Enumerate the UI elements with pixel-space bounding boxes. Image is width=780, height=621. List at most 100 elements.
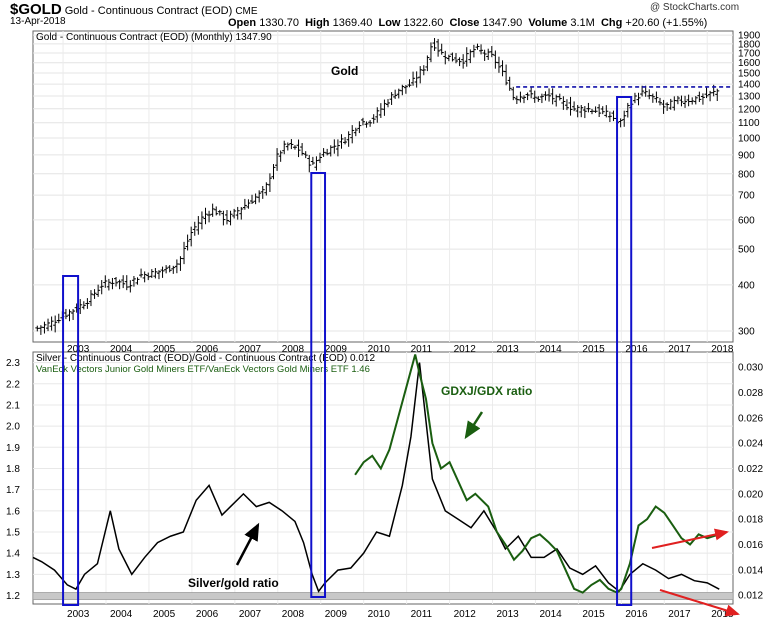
gold-y-tick: 800 [738,169,755,180]
silver-gold-ratio-line [32,362,720,593]
gold-y-tick: 1200 [738,104,761,115]
ratio-y-tick-left: 1.7 [6,485,20,496]
gold-y-tick: 1300 [738,91,761,102]
open-label: Open [228,17,257,29]
red-arrow-down [659,589,740,617]
gdxj-ratio-arrow [464,411,484,440]
ratio-x-tick: 2012 [454,609,477,620]
low-value: 1322.60 [403,17,444,29]
gdxj-gdx-ratio-line [354,354,720,594]
silver-gold-annotation: Silver/gold ratio [188,576,279,590]
gold-x-tick: 2008 [282,344,305,355]
ratio-y-tick-right: 0.012 [738,591,763,602]
ratio-y-tick-right: 0.022 [738,464,763,475]
header-row-1: $GOLD Gold - Continuous Contract (EOD) C… [10,1,258,18]
highlight-box [616,96,633,606]
gold-x-tick: 2012 [454,344,477,355]
ratio-x-tick: 2005 [153,609,176,620]
gold-y-tick: 1800 [738,39,761,50]
volume-label: Volume [528,17,568,29]
panel-top-frame [32,30,734,343]
ratio-y-tick-right: 0.018 [738,515,763,526]
ratio-y-tick-right: 0.030 [738,363,763,374]
ratio-x-tick: 2004 [110,609,133,620]
ratio-y-tick-left: 2.3 [6,358,20,369]
gold-x-tick: 2016 [625,344,648,355]
gold-x-tick: 2011 [411,344,433,355]
gold-x-tick: 2004 [110,344,133,355]
gold-x-tick: 2010 [368,344,391,355]
ratio-x-tick: 2003 [67,609,90,620]
ratio-y-tick-right: 0.020 [738,489,763,500]
gold-x-tick: 2017 [668,344,691,355]
highlight-box [62,275,80,606]
gold-panel-title: Gold - Continuous Contract (EOD) (Monthl… [36,32,272,43]
gold-x-tick: 2007 [239,344,262,355]
gold-y-tick: 1400 [738,80,761,91]
gold-x-tick: 2014 [539,344,562,355]
chg-label: Chg [600,17,623,29]
chg-value: +20.60 (+1.55%) [625,17,708,29]
high-value: 1369.40 [332,17,373,29]
exchange: CME [235,6,258,17]
gold-x-tick: 2006 [196,344,219,355]
ratio-y-tick-left: 1.5 [6,528,20,539]
ratio-y-tick-right: 0.024 [738,439,763,450]
support-band [32,592,734,601]
gold-y-tick: 1000 [738,134,761,145]
close-value: 1347.90 [482,17,523,29]
header-date: 13-Apr-2018 [10,16,66,27]
ratio-y-tick-left: 1.3 [6,570,20,581]
watermark: @ StockCharts.com [650,2,740,13]
ratio-x-tick: 2006 [196,609,219,620]
ratio-y-tick-left: 1.9 [6,443,20,454]
ratio-y-tick-right: 0.014 [738,565,763,576]
ratio-y-tick-left: 1.2 [6,591,20,602]
ratio-x-tick: 2008 [282,609,305,620]
gdxj-gdx-title: VanEck Vectors Junior Gold Miners ETF/Va… [36,364,370,375]
ratio-x-tick: 2011 [411,609,433,620]
gold-y-tick: 700 [738,191,755,202]
gold-x-tick: 2018 [711,344,734,355]
symbol: $GOLD [10,1,62,18]
gold-y-tick: 300 [738,326,755,337]
gold-x-tick: 2005 [153,344,176,355]
gold-y-tick: 1600 [738,58,761,69]
gold-annotation: Gold [331,64,358,78]
low-label: Low [378,17,401,29]
ratio-y-tick-left: 2.0 [6,422,20,433]
silver-ratio-arrow [235,522,260,566]
ratio-y-tick-left: 1.6 [6,506,20,517]
gold-y-tick: 900 [738,150,755,161]
gold-x-tick: 2015 [582,344,605,355]
highlight-box [310,172,327,598]
gold-y-tick: 1100 [738,118,760,129]
ratio-y-tick-right: 0.026 [738,413,763,424]
ratio-y-tick-left: 1.8 [6,464,20,475]
ratio-x-tick: 2017 [668,609,691,620]
header-ohlc: Open 1330.70 High 1369.40 Low 1322.60 Cl… [228,17,707,29]
gold-y-tick: 400 [738,280,755,291]
volume-value: 3.1M [570,17,595,29]
gold-y-tick: 500 [738,245,755,256]
gold-y-tick: 1700 [738,48,761,59]
high-label: High [305,17,330,29]
gold-x-tick: 2009 [325,344,348,355]
close-label: Close [449,17,480,29]
gold-y-tick: 1500 [738,69,761,80]
ratio-x-tick: 2016 [625,609,648,620]
ratio-y-tick-right: 0.016 [738,540,763,551]
ratio-x-tick: 2007 [239,609,262,620]
ratio-x-tick: 2018 [711,609,734,620]
gdxj-gdx-annotation: GDXJ/GDX ratio [441,384,532,398]
silver-gold-title: Silver - Continuous Contract (EOD)/Gold … [36,353,375,364]
ratio-y-tick-left: 1.4 [6,549,20,560]
ratio-x-tick: 2015 [582,609,605,620]
gold-y-tick: 1900 [738,31,761,42]
instrument-name: Gold - Continuous Contract (EOD) [64,5,233,17]
ratio-x-tick: 2013 [497,609,520,620]
gold-y-tick: 600 [738,215,755,226]
open-value: 1330.70 [259,17,299,29]
red-arrow-up [651,528,729,549]
